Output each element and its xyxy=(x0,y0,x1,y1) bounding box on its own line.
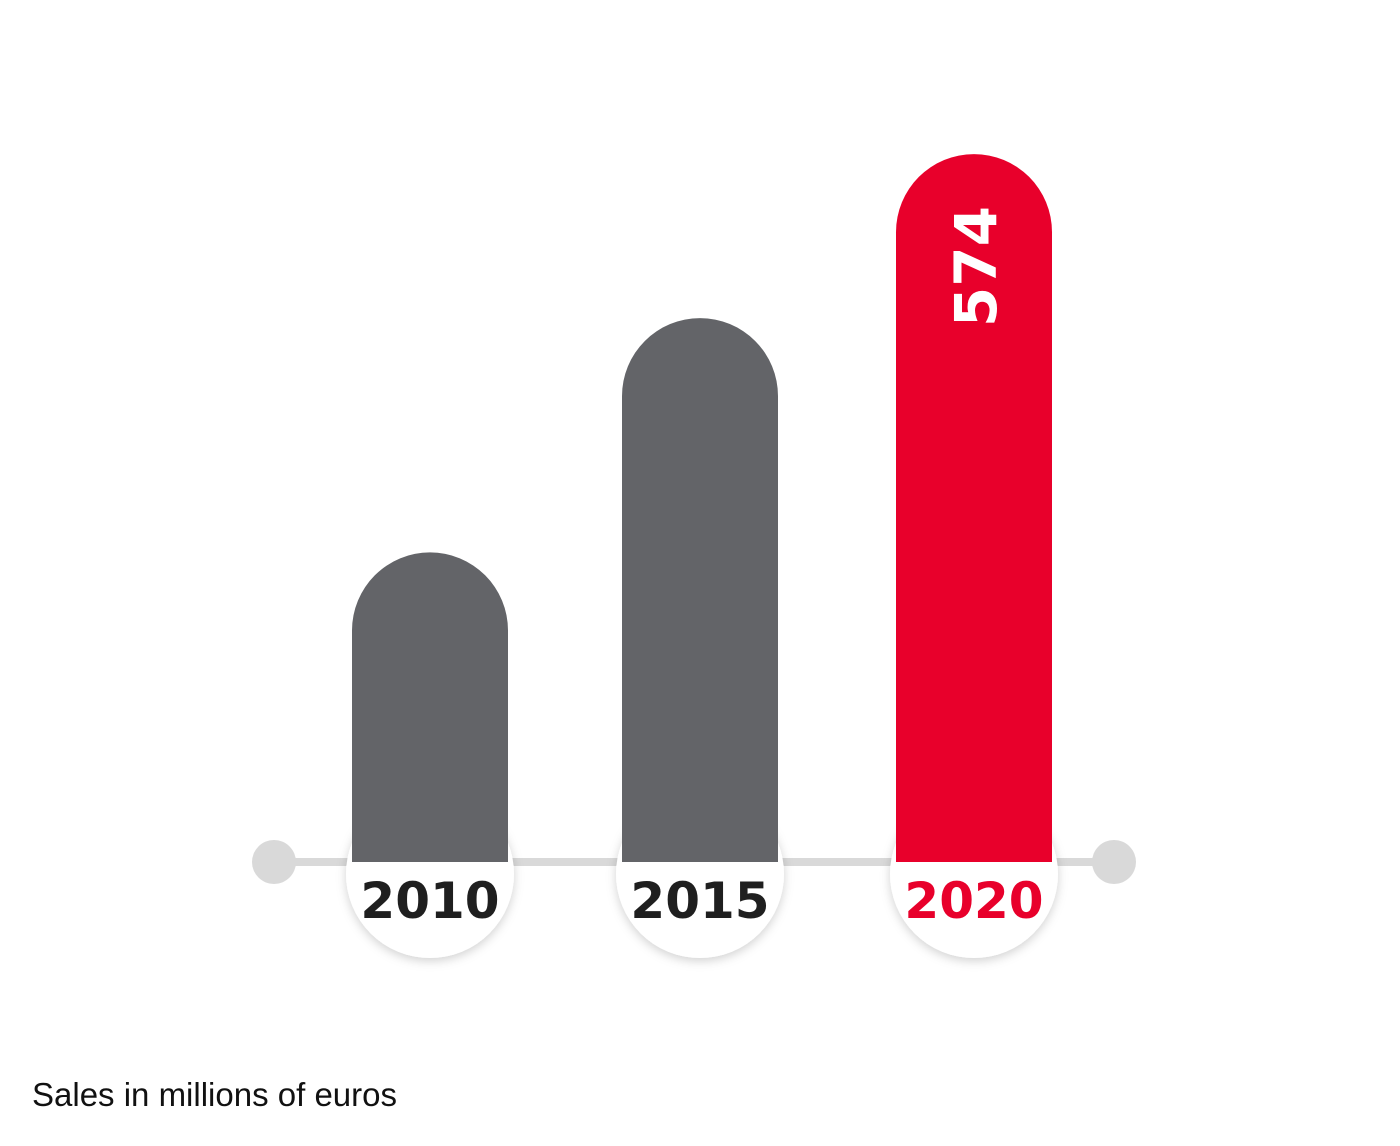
value-label-2020: 574 xyxy=(942,206,1010,327)
category-label-2010: 2010 xyxy=(360,872,499,930)
bar-2015 xyxy=(622,318,778,863)
bar-2020 xyxy=(896,154,1052,863)
bar-2010 xyxy=(352,552,508,862)
chart-caption: Sales in millions of euros xyxy=(32,1076,397,1113)
axis-end-dot xyxy=(1092,840,1136,884)
category-labels: 2010 2015 2020 xyxy=(360,872,1043,930)
axis-start-dot xyxy=(252,840,296,884)
category-label-2020: 2020 xyxy=(904,872,1043,930)
bars: 574 xyxy=(352,154,1052,863)
category-label-2015: 2015 xyxy=(630,872,769,930)
